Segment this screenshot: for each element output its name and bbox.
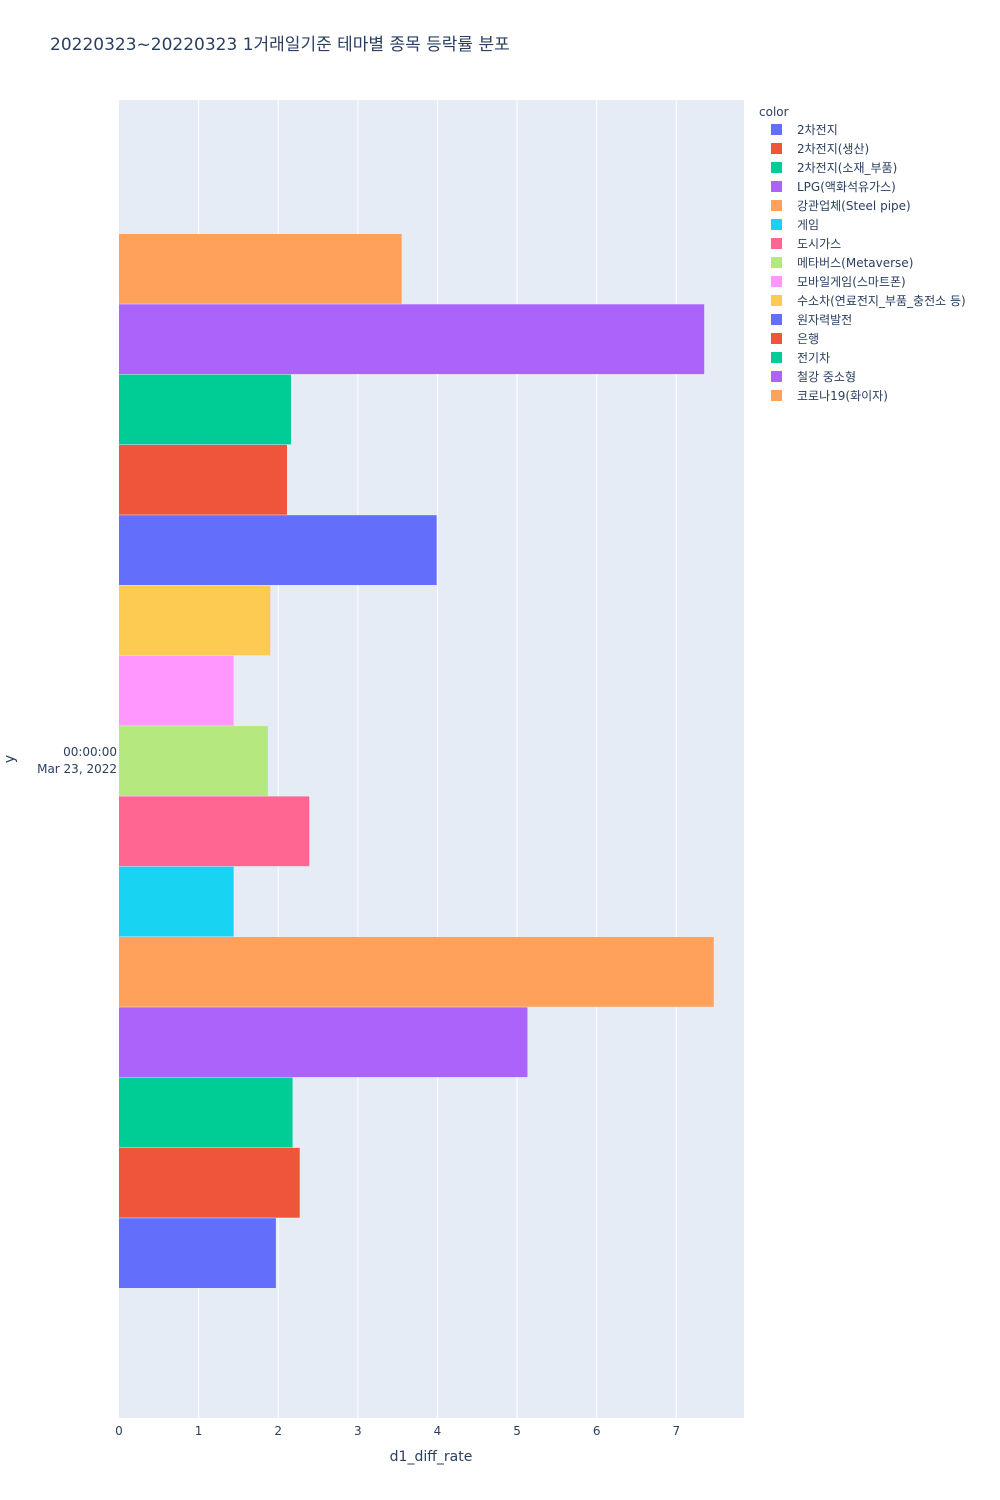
legend-label: 도시가스 [797, 237, 841, 251]
bar[interactable] [119, 444, 287, 515]
y-tick-label-time: 00:00:00 [63, 745, 117, 759]
legend-swatch [771, 295, 782, 306]
legend-label: 코로나19(화이자) [797, 389, 888, 403]
x-tick-label: 2 [274, 1424, 282, 1438]
bar[interactable] [119, 655, 234, 726]
bar[interactable] [119, 304, 705, 375]
x-tick-label: 4 [434, 1424, 442, 1438]
legend-swatch [771, 352, 782, 363]
legend-label: 강관업체(Steel pipe) [797, 199, 911, 213]
legend-label: 전기차 [797, 351, 830, 365]
legend-swatch [771, 124, 782, 135]
legend-item[interactable]: 철강 중소형 [771, 370, 856, 384]
legend-swatch [771, 162, 782, 173]
bar[interactable] [119, 234, 402, 304]
legend-label: 게임 [797, 218, 819, 232]
bar[interactable] [119, 585, 271, 656]
legend-swatch [771, 314, 782, 325]
bar[interactable] [119, 937, 714, 1007]
legend-swatch [771, 333, 782, 344]
legend-label: 은행 [797, 331, 819, 346]
legend-item[interactable]: 도시가스 [771, 237, 841, 251]
y-axis-title: y [2, 755, 18, 763]
legend-item[interactable]: 2차전지(생산) [771, 142, 869, 156]
bar[interactable] [119, 866, 234, 937]
legend-label: 2차전지(소재_부품) [797, 161, 897, 175]
bar[interactable] [119, 1218, 276, 1288]
chart-title: 20220323~20220323 1거래일기준 테마별 종목 등락률 분포 [50, 35, 510, 55]
legend-label: 모바일게임(스마트폰) [797, 275, 906, 289]
legend-label: 원자력발전 [797, 313, 852, 327]
x-tick-label: 0 [115, 1424, 123, 1438]
legend-label: 메타버스(Metaverse) [797, 256, 913, 270]
x-tick-label: 7 [673, 1424, 681, 1438]
legend-swatch [771, 390, 782, 401]
legend[interactable]: 2차전지 2차전지(생산) 2차전지(소재_부품) LPG(액화석유가스) 강관업체(S… [771, 123, 966, 403]
bar[interactable] [119, 1077, 293, 1148]
bar[interactable] [119, 1147, 300, 1218]
legend-label: 2차전지 [797, 123, 838, 137]
legend-item[interactable]: 모바일게임(스마트폰) [771, 275, 906, 289]
legend-item[interactable]: 메타버스(Metaverse) [771, 256, 913, 270]
legend-label: 2차전지(생산) [797, 142, 869, 156]
legend-item[interactable]: 은행 [771, 331, 819, 346]
x-tick-label: 3 [354, 1424, 362, 1438]
legend-swatch [771, 181, 782, 192]
legend-title: color [759, 105, 789, 119]
legend-swatch [771, 143, 782, 154]
legend-label: 철강 중소형 [797, 370, 856, 384]
bar[interactable] [119, 726, 268, 796]
legend-item[interactable]: 2차전지 [771, 123, 838, 137]
x-axis-ticks: 0 1 2 3 4 5 6 7 [115, 1424, 680, 1438]
legend-item[interactable]: 수소차(연료전지_부품_충전소 등) [771, 294, 966, 308]
legend-swatch [771, 276, 782, 287]
legend-item[interactable]: 2차전지(소재_부품) [771, 161, 897, 175]
legend-label: 수소차(연료전지_부품_충전소 등) [797, 294, 966, 308]
x-tick-label: 6 [593, 1424, 601, 1438]
legend-item[interactable]: 게임 [771, 218, 819, 232]
x-tick-label: 5 [513, 1424, 521, 1438]
legend-swatch [771, 371, 782, 382]
x-tick-label: 1 [195, 1424, 203, 1438]
legend-swatch [771, 257, 782, 268]
legend-item[interactable]: 원자력발전 [771, 313, 852, 327]
y-tick-label-date: Mar 23, 2022 [37, 762, 117, 776]
x-axis-title: d1_diff_rate [390, 1449, 473, 1465]
legend-item[interactable]: 전기차 [771, 351, 830, 365]
legend-swatch [771, 200, 782, 211]
legend-swatch [771, 219, 782, 230]
bar[interactable] [119, 374, 291, 445]
legend-label: LPG(액화석유가스) [797, 180, 896, 194]
bars [119, 234, 714, 1288]
bar[interactable] [119, 515, 437, 585]
legend-item[interactable]: LPG(액화석유가스) [771, 180, 896, 194]
bar[interactable] [119, 796, 310, 867]
legend-item[interactable]: 코로나19(화이자) [771, 389, 888, 403]
legend-item[interactable]: 강관업체(Steel pipe) [771, 199, 911, 213]
legend-swatch [771, 238, 782, 249]
bar[interactable] [119, 1007, 528, 1078]
